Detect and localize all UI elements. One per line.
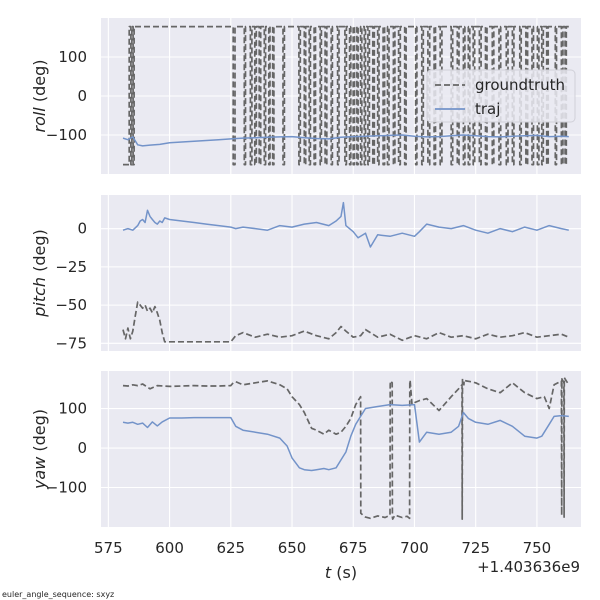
- roll-groundtruth-line: [123, 25, 569, 166]
- y-axis-label-unit: (deg): [30, 229, 49, 277]
- x-axis-label: t (s): [325, 563, 357, 582]
- x-tick-label: 575: [94, 539, 123, 557]
- x-tick-label: 675: [339, 539, 368, 557]
- x-offset-text: +1.403636e9: [477, 558, 580, 576]
- footnote: euler_angle_sequence: sxyz: [2, 590, 114, 599]
- y-tick-label-roll: 100: [58, 48, 87, 66]
- legend: groundtruth traj: [426, 69, 576, 123]
- x-tick-label: 700: [400, 539, 429, 557]
- subplot-pitch: 0 −25 −50 −75 pitch (deg): [30, 195, 581, 352]
- y-tick-label-pitch: 0: [77, 220, 87, 238]
- x-axis: 575 600 625 650 675 700 725 750: [94, 539, 551, 557]
- y-axis-label-var: pitch: [30, 277, 49, 318]
- y-tick-label-roll: 0: [77, 87, 87, 105]
- pitch-traj-line: [122, 201, 569, 248]
- y-axis-label-roll: roll (deg): [30, 60, 49, 133]
- plot-area-yaw: [101, 371, 581, 527]
- y-tick-label-pitch: −50: [55, 296, 87, 314]
- y-axis-label-unit: (deg): [30, 60, 49, 108]
- x-tick-label: 750: [523, 539, 552, 557]
- y-tick-label-yaw: −100: [46, 479, 87, 497]
- y-tick-label-pitch: −75: [55, 334, 87, 352]
- x-axis-label-var: t: [325, 563, 332, 582]
- x-axis-label-unit: (s): [336, 563, 357, 582]
- x-tick-label: 650: [278, 539, 307, 557]
- x-tick-label: 625: [216, 539, 245, 557]
- y-tick-label-pitch: −25: [55, 258, 87, 276]
- roll-traj-line: [122, 134, 569, 147]
- yaw-groundtruth-line: [122, 376, 570, 520]
- y-tick-label-roll: −100: [46, 126, 87, 144]
- y-axis-label-pitch: pitch (deg): [30, 229, 49, 318]
- yaw-traj-line: [122, 403, 569, 472]
- y-axis-label-var: yaw: [30, 456, 49, 490]
- legend-label-groundtruth: groundtruth: [475, 76, 565, 94]
- y-axis-label-yaw: yaw (deg): [30, 409, 49, 490]
- x-tick-label: 725: [461, 539, 490, 557]
- y-tick-label-yaw: 100: [58, 400, 87, 418]
- y-axis-label-var: roll: [30, 107, 49, 133]
- y-tick-label-yaw: 0: [77, 439, 87, 457]
- legend-label-traj: traj: [475, 100, 500, 118]
- x-tick-label: 600: [155, 539, 184, 557]
- pitch-groundtruth-line: [122, 301, 570, 343]
- y-axis-label-unit: (deg): [30, 409, 49, 457]
